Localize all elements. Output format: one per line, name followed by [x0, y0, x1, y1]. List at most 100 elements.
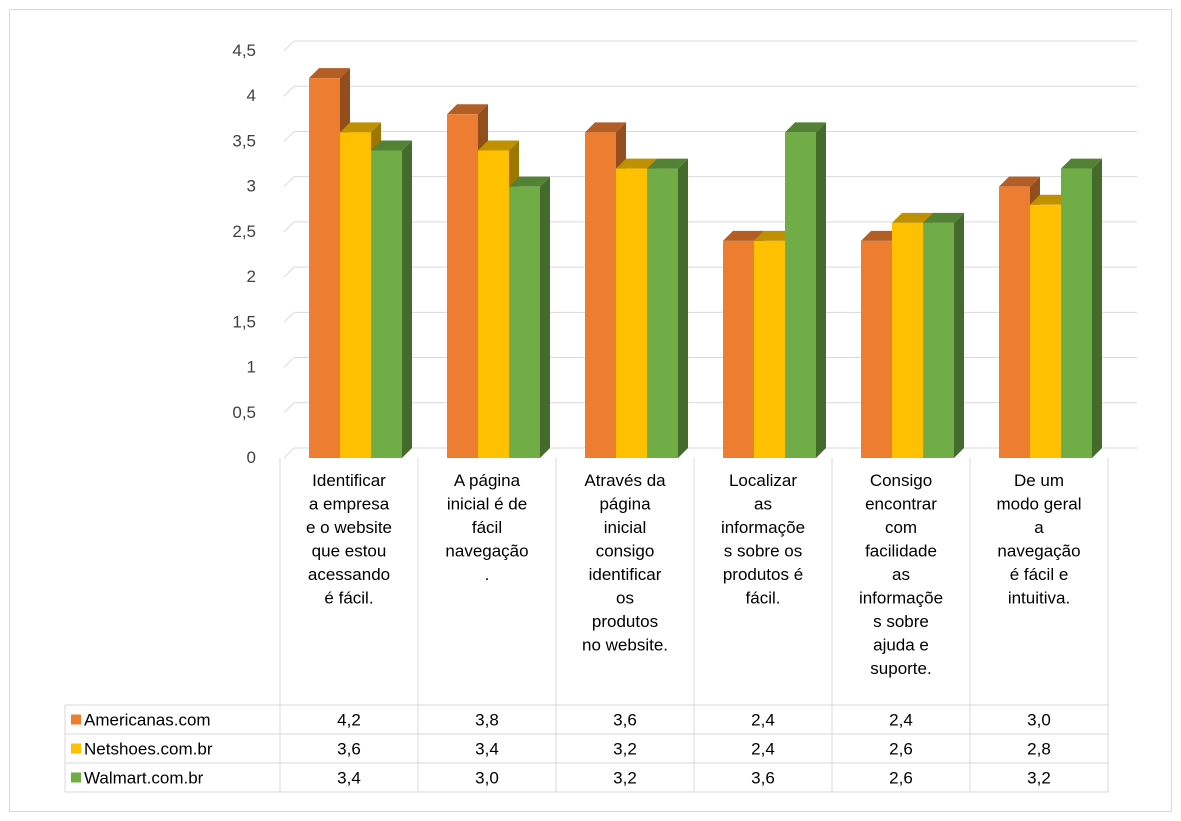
- bar-front: [340, 132, 371, 458]
- data-value: 3,6: [613, 711, 637, 730]
- data-value: 2,6: [889, 769, 913, 788]
- bar-top: [309, 68, 350, 79]
- bar-front: [861, 240, 892, 458]
- legend-swatch: [71, 743, 81, 754]
- y-tick-label: 2,5: [232, 222, 256, 241]
- data-value: 2,8: [1027, 740, 1051, 759]
- bar-front: [1061, 168, 1092, 459]
- data-value: 3,0: [1027, 711, 1051, 730]
- gridline-side: [283, 447, 295, 459]
- y-tick-label: 2: [247, 267, 256, 286]
- bar-top: [923, 212, 964, 223]
- bar-front: [447, 114, 478, 459]
- category-label: Identificar a empresa e o website que estou…: [306, 471, 392, 608]
- bar-top: [861, 230, 902, 241]
- category-label: A página inicial é de fácil navegação.: [445, 471, 528, 584]
- gridline-side: [283, 40, 295, 52]
- bar-top: [616, 158, 657, 169]
- bar-top: [723, 230, 764, 241]
- y-tick-label: 3,5: [232, 131, 256, 150]
- bar-top: [647, 158, 688, 169]
- legend-swatch: [71, 714, 81, 725]
- bar-front: [616, 168, 647, 459]
- bar-front: [892, 222, 923, 458]
- bar: [509, 176, 550, 458]
- y-axis-ticks: 0 0,5 1 1,5 2 2,5 3 3,5 4 4,5: [232, 41, 256, 467]
- gridline-side: [283, 266, 295, 278]
- data-value: 2,6: [889, 740, 913, 759]
- category-label: Através da página inicial consigo identifica…: [582, 471, 668, 655]
- bar-side: [402, 140, 412, 458]
- bar-front: [585, 132, 616, 458]
- bar-front: [999, 186, 1030, 458]
- legend-label: Americanas.com: [84, 711, 211, 730]
- bar-top: [892, 212, 933, 223]
- gridline-side: [283, 176, 295, 188]
- bar-top: [371, 140, 412, 151]
- data-value: 3,2: [613, 769, 637, 788]
- y-tick-label: 3: [247, 177, 256, 196]
- data-value: 4,2: [337, 711, 361, 730]
- bar-front: [309, 78, 340, 458]
- gridline-side: [283, 221, 295, 233]
- bar-front: [1030, 204, 1061, 458]
- bar-front: [647, 168, 678, 459]
- bar-top: [754, 230, 795, 241]
- gridlines: [283, 40, 1137, 459]
- legend-swatch: [71, 772, 81, 783]
- data-value: 2,4: [889, 711, 913, 730]
- bar-top: [340, 122, 381, 133]
- gridline-side: [283, 85, 295, 97]
- bar-top: [1061, 158, 1102, 169]
- gridline-side: [283, 357, 295, 368]
- bar-top: [785, 122, 826, 133]
- bar-side: [540, 176, 550, 458]
- legend-label: Walmart.com.br: [84, 769, 204, 788]
- category-label: De um modo geral a navegação é fácil e intuit…: [996, 471, 1081, 608]
- bar-front: [723, 240, 754, 458]
- bar-chart: 0 0,5 1 1,5 2 2,5 3 3,5 4 4,5 Identificar a empres…: [64, 40, 1137, 793]
- data-value: 3,0: [475, 769, 499, 788]
- data-value: 3,4: [337, 769, 361, 788]
- data-value: 3,2: [613, 740, 637, 759]
- bar-front: [785, 132, 816, 458]
- data-value: 3,6: [337, 740, 361, 759]
- bar: [371, 140, 412, 458]
- y-tick-label: 0: [247, 448, 256, 467]
- bar-top: [585, 122, 626, 133]
- category-labels: Identificar a empresa e o website que estou…: [306, 471, 1082, 678]
- category-label: Consigo encontrar com facilidade as informaçõ…: [859, 471, 943, 678]
- chart-frame: 0 0,5 1 1,5 2 2,5 3 3,5 4 4,5 Identificar a empres…: [9, 9, 1172, 812]
- gridline-side: [283, 311, 295, 323]
- bar-top: [999, 176, 1040, 187]
- bar-front: [478, 150, 509, 458]
- bars: [309, 68, 1102, 459]
- bar-side: [1092, 158, 1102, 459]
- data-value: 2,4: [751, 711, 775, 730]
- data-table: [64, 458, 1109, 793]
- data-value: 3,4: [475, 740, 499, 759]
- legend: Americanas.com Netshoes.com.br Walmart.com…: [71, 711, 213, 788]
- bar-top: [447, 104, 488, 115]
- data-value: 2,4: [751, 740, 775, 759]
- bar: [1061, 158, 1102, 459]
- y-tick-label: 1,5: [232, 312, 256, 331]
- legend-label: Netshoes.com.br: [84, 740, 213, 759]
- category-label: Localizar as informaçõe s sobre os produtos …: [721, 471, 805, 608]
- bar: [923, 212, 964, 458]
- bar: [785, 122, 826, 459]
- data-value: 3,8: [475, 711, 499, 730]
- data-value: 3,6: [751, 769, 775, 788]
- bar: [647, 158, 688, 459]
- bar-side: [816, 122, 826, 459]
- bar-front: [923, 222, 954, 458]
- bar-side: [954, 212, 964, 458]
- bar-top: [478, 140, 519, 151]
- y-tick-label: 0,5: [232, 403, 256, 422]
- y-tick-label: 4: [247, 86, 256, 105]
- data-table-values: 4,2 3,8 3,6 2,4 2,4 3,0 3,6 3,4 3,2 2,4 2,6 2,8 3,4 3…: [337, 711, 1051, 788]
- bar-top: [1030, 194, 1071, 205]
- data-value: 3,2: [1027, 769, 1051, 788]
- gridline-side: [283, 402, 295, 414]
- bar-front: [509, 186, 540, 458]
